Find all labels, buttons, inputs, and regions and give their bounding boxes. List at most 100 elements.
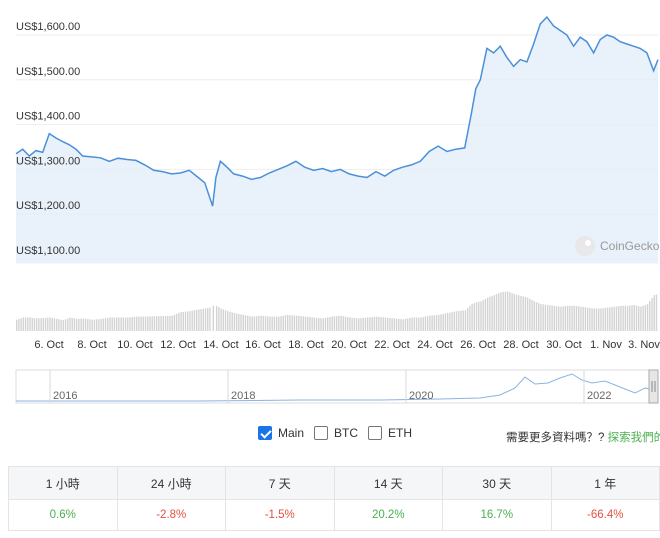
volume-bar	[589, 307, 591, 331]
returns-table: 1 小時 24 小時 7 天 14 天 30 天 1 年 0.6% -2.8% …	[8, 466, 660, 531]
volume-bar	[513, 294, 516, 331]
volume-bar	[391, 318, 393, 331]
volume-bar	[378, 316, 380, 331]
volume-bar	[133, 316, 136, 331]
volume-bar	[238, 313, 240, 331]
volume-bar	[611, 307, 613, 331]
volume-bar	[415, 317, 418, 331]
volume-bar	[651, 298, 653, 331]
volume-bar	[202, 308, 205, 331]
volume-bar	[304, 316, 307, 331]
x-tick-label: 16. Oct	[245, 339, 280, 351]
volume-bar	[22, 317, 25, 331]
btc-checkbox[interactable]: BTC	[314, 426, 358, 440]
y-tick-label: US$1,400.00	[16, 111, 80, 123]
volume-bar	[473, 303, 476, 331]
explore-api-link[interactable]: 探索我們的AP	[607, 432, 660, 444]
volume-bar	[440, 314, 442, 331]
navigator-handle[interactable]	[648, 369, 659, 404]
volume-bar	[300, 316, 302, 331]
volume-bar	[142, 316, 145, 331]
volume-bar	[320, 318, 322, 331]
volume-bar	[655, 294, 658, 331]
volume-bar	[113, 317, 116, 331]
volume-bar	[382, 317, 384, 331]
volume-bar	[40, 318, 42, 331]
volume-bar	[509, 292, 511, 331]
volume-bar	[235, 313, 238, 331]
volume-bar	[287, 314, 289, 331]
volume-bar	[351, 317, 353, 331]
volume-bar	[169, 315, 171, 331]
volume-bar	[549, 305, 551, 331]
volume-bar	[16, 319, 18, 331]
volume-bar	[404, 318, 407, 331]
volume-bar	[120, 317, 122, 331]
volume-bar	[140, 316, 142, 331]
volume-bar	[402, 319, 404, 331]
volume-bar	[424, 316, 427, 331]
volume-bar	[442, 313, 444, 331]
volume-bar	[500, 292, 502, 331]
volume-bar	[87, 319, 89, 331]
volume-bar	[609, 307, 611, 331]
volume-bar	[618, 306, 620, 331]
volume-bar	[518, 295, 520, 331]
volume-bar	[533, 301, 535, 331]
y-tick-label: US$1,500.00	[16, 66, 80, 78]
volume-bar	[138, 316, 140, 331]
volume-bar	[438, 314, 440, 331]
x-tick-label: 6. Oct	[34, 339, 63, 351]
volume-bar	[35, 318, 38, 331]
volume-bar	[451, 312, 453, 331]
volume-bar	[89, 319, 91, 331]
volume-bar	[506, 291, 509, 331]
volume-bar	[62, 320, 65, 331]
eth-checkbox[interactable]: ETH	[368, 426, 412, 440]
volume-bar	[160, 316, 162, 331]
volume-bar	[315, 317, 318, 331]
volume-bar	[51, 317, 53, 331]
volume-bar	[444, 313, 447, 331]
checkbox-empty-icon[interactable]	[314, 426, 328, 440]
volume-bar	[349, 317, 351, 331]
volume-bar	[413, 317, 416, 331]
volume-bar	[580, 306, 582, 331]
volume-bar	[478, 301, 480, 331]
volume-bar	[475, 302, 478, 331]
volume-bar	[469, 306, 471, 331]
volume-bar	[311, 317, 313, 331]
value-30d: 16.7%	[442, 499, 552, 531]
volume-bar	[55, 318, 58, 331]
volume-bar	[264, 316, 267, 331]
main-checkbox[interactable]: Main	[258, 426, 304, 440]
volume-bar	[73, 318, 76, 331]
price-chart[interactable]: US$1,600.00 US$1,500.00 US$1,400.00 US$1,30…	[0, 0, 660, 410]
navigator[interactable]: 2016 2018 2020 2022	[15, 369, 659, 404]
volume-bar	[489, 296, 491, 331]
checkbox-checked-icon[interactable]	[258, 426, 272, 440]
volume-bar	[411, 317, 413, 331]
checkbox-empty-icon[interactable]	[368, 426, 382, 440]
more-data-question: 需要更多資料嗎？?	[506, 432, 605, 444]
volume-bar	[640, 306, 642, 331]
volume-bar	[271, 316, 273, 331]
volume-bar	[340, 315, 342, 331]
value-24h: -2.8%	[116, 499, 226, 531]
volume-bar	[558, 306, 560, 331]
volume-bar	[540, 304, 542, 331]
x-tick-label: 18. Oct	[288, 339, 323, 351]
volume-bar	[38, 318, 40, 331]
volume-bar	[498, 293, 500, 331]
x-tick-label: 30. Oct	[546, 339, 581, 351]
volume-bar	[460, 310, 462, 331]
volume-bar	[184, 311, 187, 331]
volume-bar	[100, 318, 102, 331]
volume-bar	[229, 311, 231, 331]
volume-bar	[151, 316, 153, 331]
volume-bar	[44, 317, 47, 331]
volume-bar	[253, 316, 256, 331]
volume-bar	[458, 310, 460, 331]
volume-bar	[486, 297, 489, 331]
header-30d: 30 天	[442, 466, 552, 500]
